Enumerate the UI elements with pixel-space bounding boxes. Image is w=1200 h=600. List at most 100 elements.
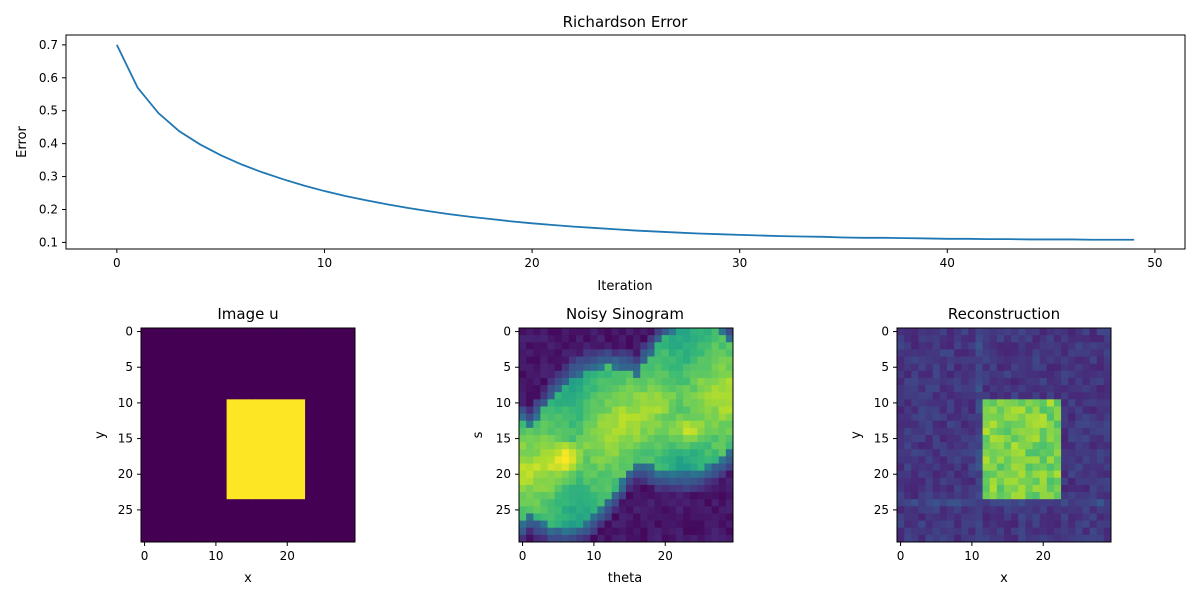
heatmap-cell [597,449,605,457]
heatmap-cell [533,470,541,479]
heatmap-cell [961,342,969,350]
heatmap-cell [725,484,734,493]
heatmap-cell [176,363,185,372]
heatmap-cell [1082,392,1090,400]
heatmap-cell [240,470,249,479]
heatmap-cell [982,435,991,443]
heatmap-cell [1046,413,1055,422]
heatmap-cell [1075,492,1083,500]
heatmap-cell [1096,534,1105,543]
heatmap-cell [968,342,976,350]
heatmap-cell [683,456,691,464]
heatmap-cell [725,370,734,379]
heatmap-cell [661,406,670,414]
heatmap-cell [212,420,220,429]
heatmap-cell [305,463,313,472]
heatmap-cell [1082,470,1090,479]
heatmap-cell [198,463,206,472]
heatmap-cell [183,349,192,357]
heatmap-cell [568,456,577,464]
heatmap-cell [183,513,192,521]
heatmap-cell [212,335,220,343]
heatmap-cell [1032,463,1041,472]
heatmap-cell [219,377,227,386]
heatmap-cell [568,520,577,529]
heatmap-cell [911,363,919,372]
heatmap-cell [1103,349,1112,357]
heatmap-cell [533,506,541,514]
heatmap-cell [554,413,563,422]
heatmap-cell [1096,356,1105,365]
heatmap-cell [219,356,227,365]
heatmap-cell [305,513,313,521]
heatmap-cell [255,377,263,386]
heatmap-cell [326,520,334,529]
heatmap-cell [162,377,170,386]
x-tick-label: 10 [964,549,979,563]
heatmap-cell [162,356,170,365]
heatmap-cell [547,349,556,357]
heatmap-cell [711,342,720,350]
heatmap-cell [283,492,292,500]
heatmap-cell [911,449,919,457]
heatmap-cell [212,499,220,507]
heatmap-cell [633,342,641,350]
heatmap-cell [1053,463,1062,472]
heatmap-cell [618,513,627,521]
heatmap-cell [148,342,156,350]
heatmap-cell [297,477,306,486]
heatmap-cell [1039,435,1048,443]
heatmap-cell [547,427,556,436]
heatmap-cell [975,513,983,521]
heatmap-cell [1089,534,1098,543]
heatmap-cell [1082,356,1090,365]
heatmap-cell [925,442,934,450]
heatmap-cell [198,477,206,486]
heatmap-cell [675,520,684,529]
heatmap-cell [683,506,691,514]
heatmap-cell [1032,534,1041,543]
heatmap-cell [954,349,962,357]
heatmap-cell [262,527,270,536]
heatmap-cell [989,370,998,379]
heatmap-cell [690,470,698,479]
heatmap-cell [290,377,299,386]
heatmap-cell [1018,492,1026,500]
x-tick-label: 20 [524,256,539,270]
heatmap-cell [897,399,905,407]
heatmap-cell [319,442,327,450]
heatmap-cell [1089,370,1098,379]
heatmap-frame [140,327,356,543]
heatmap-cell [205,484,213,493]
line-chart-y-ticks: 0.10.20.30.40.50.60.7 [39,38,66,249]
heatmap-cell [711,363,720,372]
heatmap-cell [319,392,327,400]
heatmap-cell [1018,392,1026,400]
heatmap-cell [989,385,998,393]
y-tick-label: 10 [496,396,511,410]
heatmap-cell [1053,385,1062,393]
noisy-sinogram-title: Noisy Sinogram [566,305,684,323]
heatmap-cell [961,385,969,393]
x-tick-label: 0 [897,549,905,563]
heatmap-cell [904,442,912,450]
heatmap-cell [1068,534,1076,543]
heatmap-cell [583,470,591,479]
heatmap-cell [911,342,919,350]
heatmap-cell [219,420,227,429]
heatmap-cell [169,499,178,507]
heatmap-cell [1096,442,1105,450]
heatmap-cell [618,499,627,507]
heatmap-cell [155,356,163,365]
heatmap-cell [975,413,983,422]
heatmap-cell [1004,413,1012,422]
heatmap-cell [240,385,249,393]
heatmap-cell [283,385,292,393]
x-tick-label: 0 [519,549,527,563]
heatmap-cell [697,520,705,529]
heatmap-cell [1046,513,1055,521]
heatmap-cell [1018,449,1026,457]
heatmap-cell [911,385,919,393]
heatmap-cell [1089,513,1098,521]
heatmap-cell [683,513,691,521]
